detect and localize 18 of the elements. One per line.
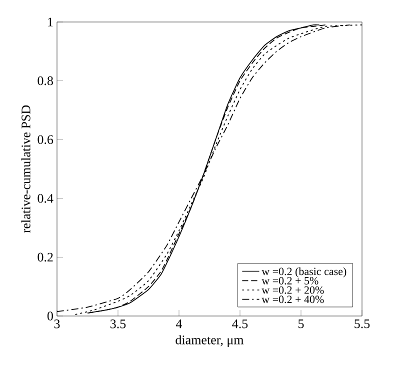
x-tick-label: 4	[176, 320, 182, 328]
y-tick-label: 0.8	[38, 76, 53, 86]
legend-label: w =0.2 (basic case)	[262, 267, 346, 278]
x-tick-label: 5	[298, 320, 304, 328]
y-tick-label: 1	[48, 18, 53, 26]
x-axis-title: diameter, μm	[176, 335, 244, 347]
y-axis-title: relative-cumulative PSD	[21, 105, 30, 233]
legend-label: w =0.2 + 5%	[262, 277, 318, 285]
y-tick-label: 0.4	[38, 194, 54, 203]
legend-label: w =0.2 + 20%	[262, 286, 324, 294]
legend-label: w =0.2 + 40%	[262, 296, 324, 304]
x-tick-label: 3	[54, 320, 60, 328]
y-tick-label: 0.6	[38, 135, 54, 144]
x-tick-label: 3.5	[110, 320, 126, 328]
y-tick-label: 0	[47, 312, 53, 320]
x-tick-label: 4.5	[232, 320, 248, 328]
x-tick-label: 5.5	[354, 320, 370, 328]
y-tick-label: 0.2	[38, 252, 53, 262]
